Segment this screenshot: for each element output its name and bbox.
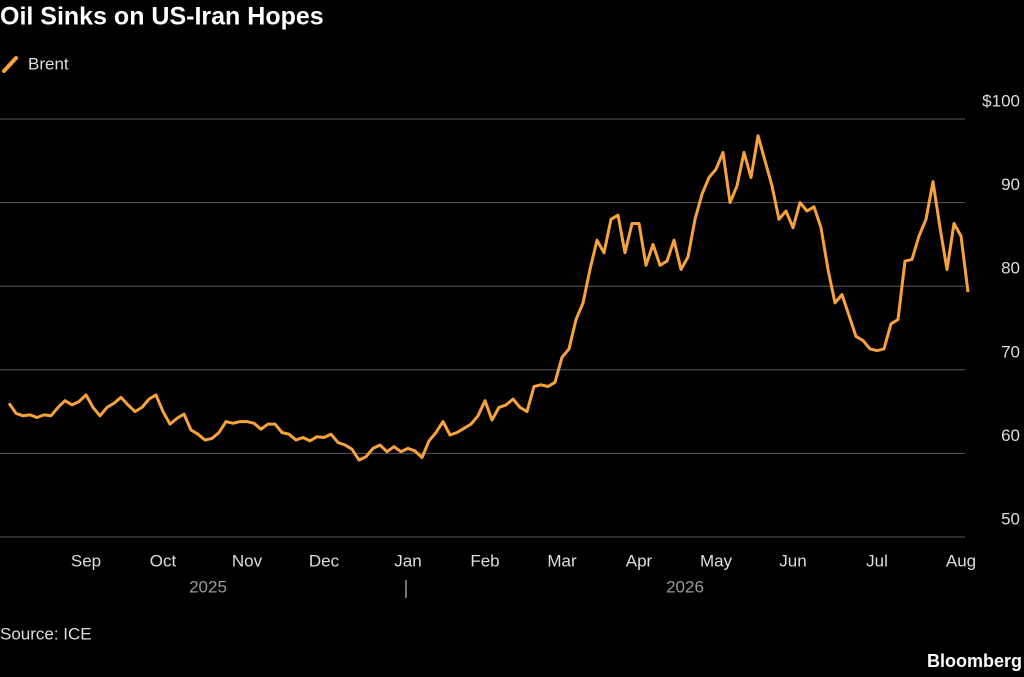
x-tick-label: Dec <box>309 551 340 570</box>
y-tick-label: $100 <box>982 91 1020 110</box>
x-tick-label: Jul <box>866 551 888 570</box>
y-tick-label: 60 <box>1001 426 1020 445</box>
x-tick-label: Mar <box>547 551 577 570</box>
x-tick-label: Feb <box>470 551 499 570</box>
y-tick-label: 80 <box>1001 259 1020 278</box>
legend: Brent <box>2 54 69 73</box>
source: Source: ICE <box>0 624 92 643</box>
x-tick-label: Aug <box>946 551 976 570</box>
x-tick-label: Jan <box>394 551 421 570</box>
y-tick-label: 50 <box>1001 509 1020 528</box>
x-tick-label: Apr <box>626 551 653 570</box>
x-tick-label: Nov <box>232 551 263 570</box>
x-tick-label: Oct <box>150 551 177 570</box>
x-tick-label: Jun <box>779 551 806 570</box>
y-tick-label: 70 <box>1001 342 1020 361</box>
legend-label: Brent <box>28 54 69 73</box>
series-line <box>7 134 970 462</box>
legend-swatch <box>2 56 18 73</box>
x-tick-label: Sep <box>71 551 101 570</box>
year-label: 2025 <box>189 577 227 596</box>
brand: Bloomberg <box>927 651 1022 671</box>
year-label: 2026 <box>666 577 704 596</box>
y-tick-label: 90 <box>1001 175 1020 194</box>
x-tick-label: May <box>700 551 733 570</box>
chart-title: Oil Sinks on US-Iran Hopes <box>0 3 324 31</box>
